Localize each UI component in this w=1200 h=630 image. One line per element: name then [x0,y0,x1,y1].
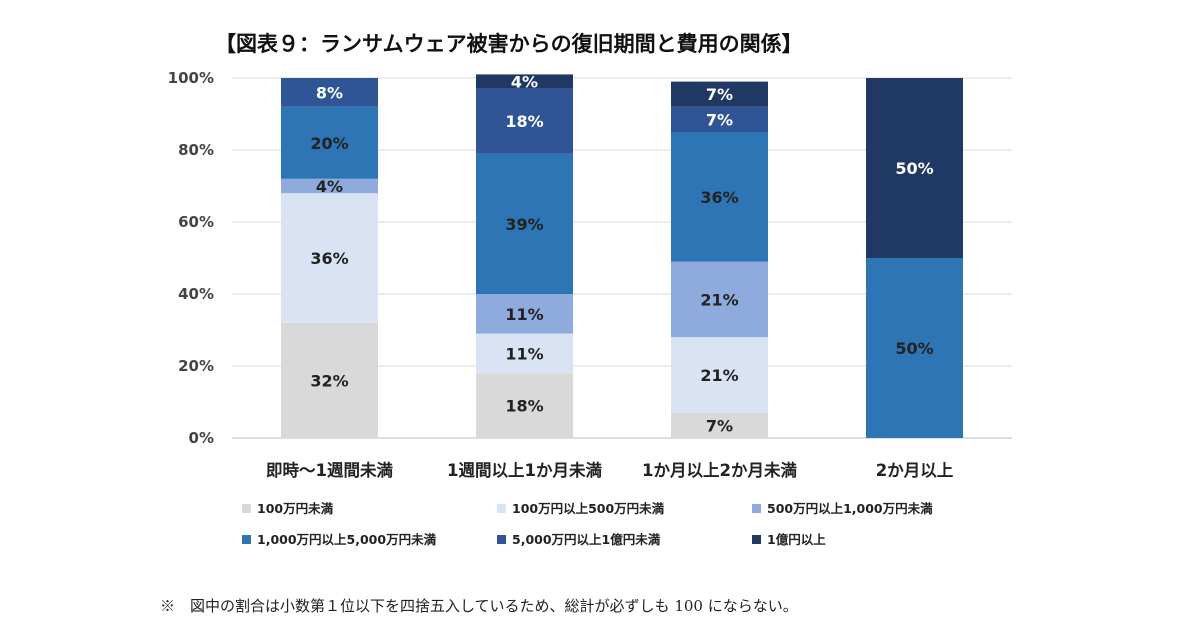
data-label: 18% [505,397,543,416]
data-label: 4% [316,177,343,196]
data-label: 32% [310,371,348,390]
data-label: 7% [706,110,733,129]
legend-label: 1,000万円以上5,000万円未満 [257,532,437,547]
data-label: 7% [706,416,733,435]
data-label: 7% [706,85,733,104]
x-tick-label: 1週間以上1か月未満 [447,460,602,480]
legend-label: 5,000万円以上1億円未満 [512,532,661,547]
bar-segment [281,78,378,107]
data-label: 50% [895,159,933,178]
bar-segment [281,193,378,323]
data-label: 36% [700,188,738,207]
bar-segment [476,74,573,89]
data-label: 18% [505,112,543,131]
y-tick-label: 0% [189,429,214,447]
x-tick-label: 即時～1週間未満 [266,460,393,480]
data-label: 4% [511,73,538,92]
bar-segment [671,81,768,107]
bar-segment [671,132,768,262]
chart-title: 【図表９：ランサムウェア被害からの復旧期間と費用の関係】 [215,32,803,56]
legend-swatch [497,504,506,513]
data-label: 36% [310,249,348,268]
bar-segment [476,373,573,438]
legend-label: 100万円未満 [257,501,334,516]
legend: 100万円未満 100万円以上500万円未満 500万円以上1,000万円未満 1,0… [242,501,933,547]
bar-segment [866,78,963,258]
bar-segment [476,88,573,154]
data-label: 50% [895,339,933,358]
bar-segment [281,322,378,438]
data-label: 20% [310,134,348,153]
bar-segment [671,261,768,338]
legend-label: 100万円以上500万円未満 [512,501,665,516]
data-label: 8% [316,83,343,102]
x-tick-label: 2か月以上 [876,461,953,480]
legend-swatch [242,504,251,513]
y-tick-label: 100% [168,69,214,87]
data-labels: 32% 36% 4% 20% 8% 18% 11% 11% 39% 18% 4% 7% 21% 21% 36… [310,73,933,436]
x-tick-label: 1か月以上2か月未満 [642,460,797,480]
bar-segment [866,258,963,438]
bar-segment [671,106,768,132]
data-label: 21% [700,290,738,309]
legend-swatch [752,535,761,544]
bar-segment [671,337,768,413]
legend-swatch [497,535,506,544]
footnote: ※ 図中の割合は小数第１位以下を四捨五入しているため、総計が必ずしも 100 に… [160,597,798,615]
bar-segment [476,294,573,334]
data-label: 11% [505,305,543,324]
y-tick-label: 80% [178,141,214,159]
y-tick-label: 60% [178,213,214,231]
bar-segment [671,412,768,438]
legend-label: 1億円以上 [767,532,826,547]
bars [281,74,963,438]
bar-segment [281,106,378,179]
axes: 0% 20% 40% 60% 80% 100% 即時～1週間未満 1週間以上1か月未満 1か月以… [168,69,954,480]
legend-label: 500万円以上1,000万円未満 [767,501,933,516]
data-label: 21% [700,366,738,385]
legend-swatch [242,535,251,544]
data-label: 39% [505,215,543,234]
bar-segment [281,178,378,194]
y-tick-label: 20% [178,357,214,375]
legend-swatch [752,504,761,513]
bar-segment [476,153,573,294]
data-label: 11% [505,344,543,363]
bar-segment [476,333,573,374]
y-tick-label: 40% [178,285,214,303]
